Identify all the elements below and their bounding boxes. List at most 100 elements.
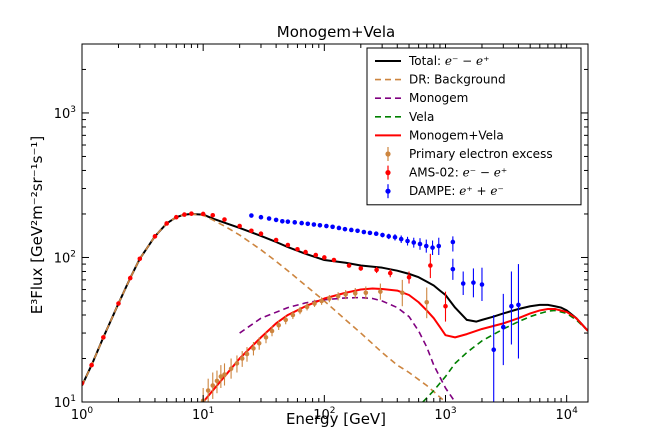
dampe-point	[355, 228, 360, 234]
dampe-marker	[258, 214, 264, 220]
dampe-marker	[411, 240, 417, 245]
primary-excess-marker	[244, 351, 250, 357]
primary-excess-point	[205, 378, 211, 402]
ams02-marker	[285, 242, 291, 248]
ams02-point	[346, 263, 352, 268]
dampe-marker	[266, 216, 272, 221]
ams02-point	[173, 214, 179, 220]
legend-label: DAMPE: e⁺ + e⁻	[409, 184, 504, 198]
y-tick-label: 103	[54, 105, 76, 122]
dampe-point	[430, 240, 435, 256]
dampe-marker	[373, 231, 379, 237]
legend-entry: Primary electron excess	[385, 147, 553, 161]
primary-excess-point	[335, 292, 341, 301]
primary-excess-point	[399, 279, 405, 307]
primary-excess-marker	[210, 383, 216, 388]
series-line-vela	[422, 309, 588, 402]
dampe-point	[373, 231, 379, 237]
dampe-marker	[336, 225, 342, 231]
series-line-total-e-e	[82, 212, 588, 386]
primary-excess-marker	[290, 312, 296, 318]
legend-box	[366, 47, 582, 206]
primary-excess-marker	[205, 388, 211, 393]
dampe-point	[266, 216, 272, 221]
primary-excess-marker	[363, 290, 369, 296]
ams02-marker	[200, 211, 206, 217]
primary-excess-point	[276, 320, 281, 330]
primary-excess-marker	[335, 293, 341, 299]
primary-excess-marker	[352, 291, 358, 296]
ams02-point	[387, 269, 393, 278]
dampe-point	[349, 227, 354, 233]
primary-excess-marker	[269, 328, 275, 334]
ams02-point	[358, 266, 364, 271]
dampe-point	[273, 217, 279, 223]
primary-excess-marker	[343, 292, 348, 297]
dampe-marker	[405, 238, 410, 244]
dampe-marker	[330, 224, 335, 230]
dampe-marker	[380, 232, 385, 238]
dampe-marker	[311, 222, 317, 227]
dampe-point	[305, 221, 311, 227]
dampe-marker	[430, 245, 435, 250]
primary-excess-point	[222, 363, 227, 386]
ams02-marker	[82, 380, 85, 386]
primary-excess-point	[269, 326, 275, 337]
dampe-marker	[285, 219, 291, 224]
legend-entry: Monogem+Vela	[375, 128, 504, 142]
y-tick-label: 101	[54, 394, 76, 411]
dampe-point	[491, 314, 497, 402]
primary-excess-marker	[297, 308, 303, 313]
ams02-marker	[182, 212, 187, 217]
dampe-point	[342, 226, 348, 232]
primary-excess-marker	[399, 290, 405, 296]
dampe-marker	[509, 303, 514, 309]
ams02-marker	[189, 211, 194, 216]
ams02-marker	[273, 237, 279, 243]
dampe-point	[258, 214, 264, 220]
legend-marker-swatch	[385, 170, 391, 176]
ams02-marker	[101, 335, 106, 340]
primary-excess-point	[290, 311, 296, 320]
ams02-marker	[249, 228, 254, 234]
ams02-marker	[116, 301, 121, 306]
ams02-point	[200, 211, 206, 217]
ams02-marker	[303, 249, 308, 255]
legend-label: Monogem+Vela	[409, 128, 504, 142]
x-axis-title: Energy [GeV]	[286, 410, 386, 428]
primary-excess-marker	[327, 296, 332, 301]
ams02-point	[406, 271, 412, 284]
legend-marker-swatch	[385, 188, 391, 194]
primary-excess-point	[283, 315, 289, 325]
dampe-point	[405, 236, 410, 246]
ams02-point	[285, 242, 291, 248]
dampe-marker	[361, 229, 367, 235]
ams02-point	[127, 275, 133, 281]
legend-entry: DAMPE: e⁺ + e⁻	[385, 184, 504, 199]
dampe-marker	[501, 324, 506, 330]
ams02-marker	[137, 256, 143, 262]
ams02-marker	[222, 217, 227, 222]
ams02-point	[82, 380, 85, 386]
ams02-point	[210, 212, 216, 218]
ams02-point	[222, 217, 227, 222]
primary-excess-point	[214, 370, 220, 394]
ams02-marker	[295, 246, 300, 252]
ams02-point	[258, 231, 264, 237]
ams02-point	[303, 249, 308, 255]
dampe-point	[509, 271, 514, 345]
dampe-point	[280, 218, 285, 224]
ams02-point	[116, 301, 121, 306]
dampe-marker	[392, 234, 398, 240]
primary-excess-marker	[378, 289, 383, 294]
primary-excess-marker	[239, 356, 245, 361]
dampe-point	[292, 220, 298, 225]
dampe-marker	[324, 223, 329, 229]
ams02-point	[313, 252, 319, 258]
dampe-marker	[516, 302, 521, 308]
primary-excess-point	[304, 302, 310, 311]
ams02-point	[152, 234, 158, 239]
primary-excess-point	[378, 283, 383, 300]
dampe-point	[380, 232, 385, 238]
